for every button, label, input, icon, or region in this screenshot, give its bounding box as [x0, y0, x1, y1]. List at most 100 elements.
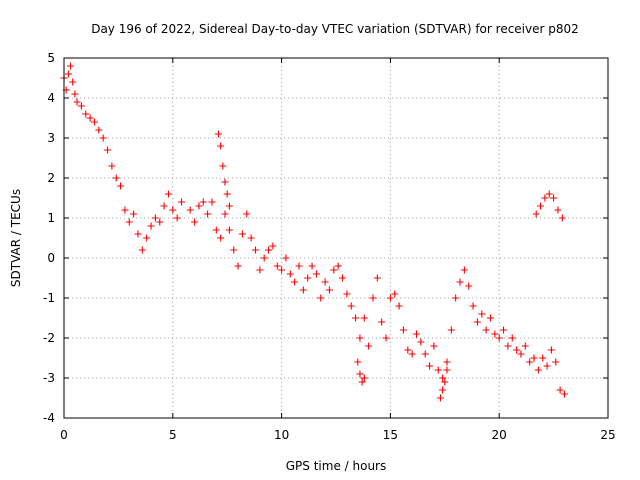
- data-point: [138, 246, 146, 254]
- data-point: [473, 318, 481, 326]
- data-point: [147, 222, 155, 230]
- data-point: [282, 254, 290, 262]
- data-point: [413, 330, 421, 338]
- data-point: [247, 234, 255, 242]
- data-point: [365, 342, 373, 350]
- data-point: [526, 358, 534, 366]
- data-point: [265, 246, 273, 254]
- data-point: [99, 134, 107, 142]
- data-point: [395, 302, 403, 310]
- x-axis-title: GPS time / hours: [286, 459, 387, 473]
- data-point: [486, 314, 494, 322]
- data-point: [204, 210, 212, 218]
- data-point: [256, 266, 264, 274]
- data-point: [238, 230, 246, 238]
- data-point: [391, 290, 399, 298]
- data-point: [356, 334, 364, 342]
- data-point: [178, 198, 186, 206]
- data-point: [186, 206, 194, 214]
- data-point: [539, 354, 547, 362]
- data-point: [321, 278, 329, 286]
- data-point: [560, 390, 568, 398]
- data-point: [360, 314, 368, 322]
- plot-area: [60, 62, 568, 402]
- data-point: [90, 118, 98, 126]
- data-point: [508, 334, 516, 342]
- x-axis: 0 5 10 15 20 25: [60, 58, 616, 442]
- data-point: [325, 286, 333, 294]
- data-point: [460, 266, 468, 274]
- data-point: [223, 190, 231, 198]
- data-point: [312, 270, 320, 278]
- data-point: [421, 350, 429, 358]
- data-point: [77, 102, 85, 110]
- data-point: [317, 294, 325, 302]
- data-point: [134, 230, 142, 238]
- data-point: [117, 182, 125, 190]
- data-point: [443, 358, 451, 366]
- data-point: [430, 342, 438, 350]
- data-point: [299, 286, 307, 294]
- data-point: [212, 226, 220, 234]
- y-axis: -4 -3 -2 -1 0 1 2 3 4 5: [43, 51, 608, 425]
- data-point: [354, 358, 362, 366]
- data-point: [373, 274, 381, 282]
- data-point: [482, 326, 490, 334]
- data-point: [513, 346, 521, 354]
- y-tick-label: 0: [47, 251, 55, 265]
- data-point: [452, 294, 460, 302]
- y-tick-label: -1: [43, 291, 55, 305]
- data-point: [330, 266, 338, 274]
- data-point: [417, 338, 425, 346]
- data-point: [217, 234, 225, 242]
- data-point: [243, 210, 251, 218]
- data-point: [439, 386, 447, 394]
- data-point: [441, 378, 449, 386]
- data-point: [295, 262, 303, 270]
- data-point: [369, 294, 377, 302]
- x-tick-label: 10: [274, 428, 289, 442]
- data-point: [308, 262, 316, 270]
- data-point: [556, 386, 564, 394]
- data-point: [343, 290, 351, 298]
- data-point: [534, 366, 542, 374]
- data-point: [214, 130, 222, 138]
- x-tick-label: 20: [492, 428, 507, 442]
- data-point: [543, 362, 551, 370]
- data-point: [386, 294, 394, 302]
- data-point: [554, 206, 562, 214]
- data-point: [347, 302, 355, 310]
- data-point: [221, 210, 229, 218]
- y-tick-label: 3: [47, 131, 55, 145]
- data-point: [334, 262, 342, 270]
- y-tick-label: -2: [43, 331, 55, 345]
- data-point: [558, 214, 566, 222]
- data-point: [95, 126, 103, 134]
- data-point: [278, 266, 286, 274]
- data-point: [108, 162, 116, 170]
- data-point: [436, 394, 444, 402]
- y-tick-label: 1: [47, 211, 55, 225]
- data-point: [121, 206, 129, 214]
- plot-frame: [63, 57, 609, 419]
- data-point: [491, 330, 499, 338]
- data-point: [550, 194, 558, 202]
- data-point: [447, 326, 455, 334]
- data-point: [82, 110, 90, 118]
- data-point: [399, 326, 407, 334]
- data-point: [532, 210, 540, 218]
- data-point: [304, 274, 312, 282]
- data-point: [378, 318, 386, 326]
- data-point: [465, 282, 473, 290]
- x-tick-label: 25: [600, 428, 615, 442]
- data-point: [219, 162, 227, 170]
- data-point: [225, 226, 233, 234]
- data-point: [552, 358, 560, 366]
- data-point: [199, 198, 207, 206]
- data-point: [125, 218, 133, 226]
- data-point: [291, 278, 299, 286]
- data-point: [356, 370, 364, 378]
- data-point: [221, 178, 229, 186]
- y-tick-label: 2: [47, 171, 55, 185]
